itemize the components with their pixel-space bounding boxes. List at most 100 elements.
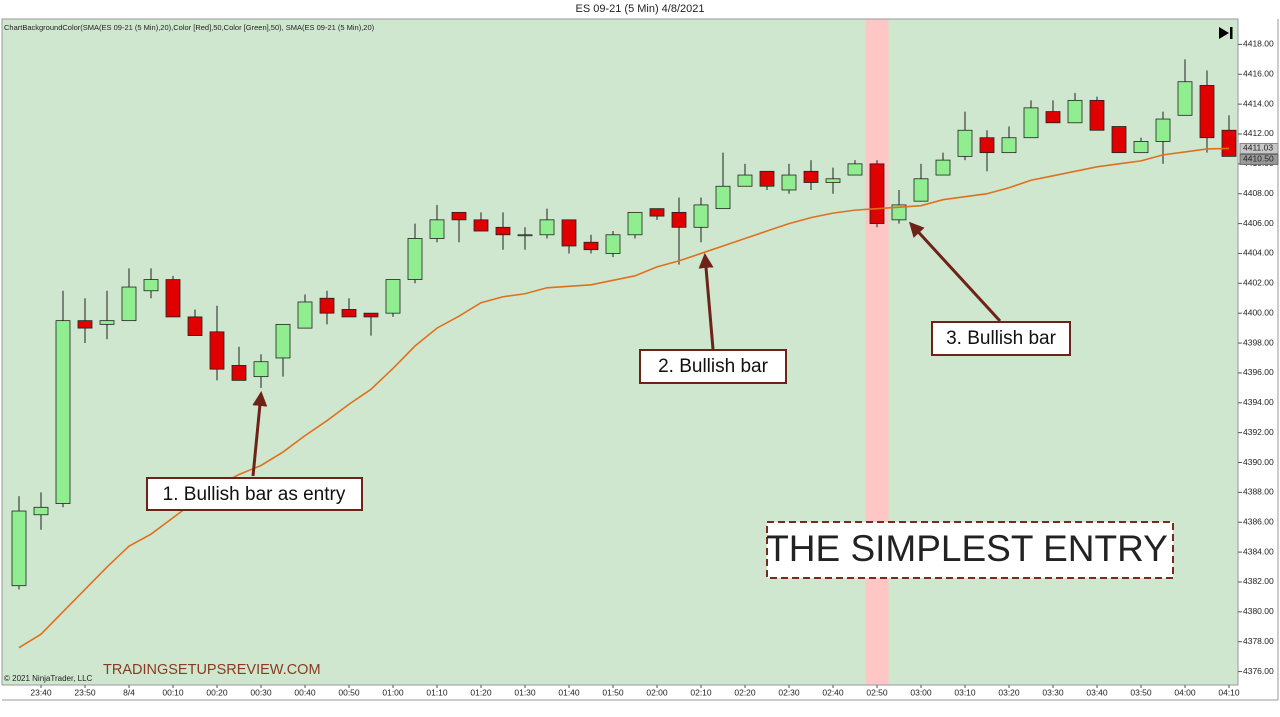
- candle-body: [275, 323, 291, 359]
- candle-body: [451, 211, 467, 221]
- x-tick-label: 03:40: [1086, 687, 1108, 697]
- candle-body: [1199, 85, 1215, 139]
- y-tick-label: 4404.00: [1243, 248, 1274, 258]
- x-tick-label: 8/4: [123, 687, 135, 697]
- x-tick-label: 23:50: [74, 687, 96, 697]
- play-to-end-icon[interactable]: [1219, 27, 1233, 39]
- candle-body: [473, 219, 489, 232]
- y-tick-label: 4376.00: [1243, 666, 1274, 676]
- annotation: 3. Bullish bar: [946, 328, 1057, 349]
- candle-body: [913, 178, 929, 202]
- x-tick-label: 02:40: [822, 687, 844, 697]
- candle-body: [341, 309, 357, 318]
- x-tick-label: 03:20: [998, 687, 1020, 697]
- candle-body: [671, 211, 687, 228]
- x-tick-label: 03:00: [910, 687, 932, 697]
- x-tick-label: 00:50: [338, 687, 360, 697]
- x-tick-label: 01:30: [514, 687, 536, 697]
- candle-body: [1111, 126, 1127, 154]
- annotation-box: [639, 349, 787, 384]
- candle-body: [495, 226, 511, 236]
- candle-body: [253, 361, 269, 378]
- candle-body: [979, 137, 995, 154]
- x-tick-label: 02:00: [646, 687, 668, 697]
- candle-body: [825, 178, 841, 183]
- plot-frame: [1, 18, 1239, 686]
- candle-body: [231, 365, 247, 381]
- x-tick-label: 04:10: [1218, 687, 1240, 697]
- arrow: [908, 221, 1002, 323]
- candle-body: [165, 279, 181, 318]
- candle-body: [561, 219, 577, 247]
- last-price-tag: [1239, 153, 1279, 165]
- x-tick-label: 02:30: [778, 687, 800, 697]
- candle-body: [781, 174, 797, 191]
- sma-value-tag: [1239, 142, 1279, 154]
- candle-body: [957, 129, 973, 157]
- x-tick-label: 01:50: [602, 687, 624, 697]
- arrow: [698, 253, 715, 350]
- annotation-box: [931, 321, 1071, 356]
- chart-title: ES 09-21 (5 Min) 4/8/2021: [575, 3, 704, 15]
- candle-body: [869, 163, 885, 224]
- indicator-label: ChartBackgroundColor(SMA(ES 09-21 (5 Min…: [4, 23, 375, 32]
- candle-body: [847, 163, 863, 176]
- y-tick-label: 4378.00: [1243, 636, 1274, 646]
- candle-body: [935, 159, 951, 176]
- y-tick-label: 4406.00: [1243, 218, 1274, 228]
- x-tick-label: 01:00: [382, 687, 404, 697]
- candle-body: [1067, 99, 1083, 124]
- candle-body: [583, 241, 599, 251]
- x-tick-label: 02:50: [866, 687, 888, 697]
- y-tick-label: 4400.00: [1243, 307, 1274, 317]
- y-tick-label: 4412.00: [1243, 128, 1274, 138]
- watermark: TRADINGSETUPSREVIEW.COM: [103, 662, 321, 678]
- headline: THE SIMPLEST ENTRY: [766, 528, 1168, 569]
- candle-body: [1177, 81, 1193, 116]
- sma-value-label: 4411.03: [1243, 143, 1273, 153]
- candle-body: [1089, 99, 1105, 131]
- candle-body: [759, 170, 775, 187]
- x-tick-label: 01:20: [470, 687, 492, 697]
- candle-body: [1045, 111, 1061, 124]
- candle-body: [11, 510, 27, 587]
- candle-body: [143, 279, 159, 292]
- candle-body: [319, 297, 335, 314]
- x-tick-label: 00:30: [250, 687, 272, 697]
- y-tick-label: 4416.00: [1243, 69, 1274, 79]
- y-tick-label: 4388.00: [1243, 487, 1274, 497]
- y-tick-label: 4382.00: [1243, 576, 1274, 586]
- annotation-box: [146, 477, 363, 511]
- candle-body: [693, 204, 709, 228]
- y-tick-label: 4386.00: [1243, 516, 1274, 526]
- y-tick-label: 4398.00: [1243, 337, 1274, 347]
- y-tick-label: 4392.00: [1243, 427, 1274, 437]
- candle-body: [1221, 129, 1237, 157]
- highlight-band: [865, 19, 889, 685]
- candle-body: [1133, 141, 1149, 154]
- x-tick-label: 02:10: [690, 687, 712, 697]
- candle-body: [891, 204, 907, 221]
- candle-body: [737, 174, 753, 187]
- y-tick-label: 4402.00: [1243, 278, 1274, 288]
- candle-body: [1155, 118, 1171, 142]
- x-tick-label: 23:40: [30, 687, 52, 697]
- y-tick-label: 4414.00: [1243, 98, 1274, 108]
- x-tick-label: 02:20: [734, 687, 756, 697]
- candle-body: [803, 170, 819, 183]
- x-tick-label: 00:40: [294, 687, 316, 697]
- annotation: 2. Bullish bar: [658, 356, 769, 377]
- y-tick-label: 4384.00: [1243, 546, 1274, 556]
- y-tick-label: 4390.00: [1243, 457, 1274, 467]
- candle-body: [1001, 137, 1017, 154]
- candle-body: [429, 219, 445, 239]
- y-tick-label: 4408.00: [1243, 188, 1274, 198]
- y-tick-label: 4394.00: [1243, 397, 1274, 407]
- candle-body: [517, 234, 533, 237]
- candle-body: [407, 238, 423, 280]
- copyright: © 2021 NinjaTrader, LLC: [4, 674, 93, 683]
- x-tick-label: 03:50: [1130, 687, 1152, 697]
- candle-body: [121, 286, 137, 322]
- candle-body: [209, 331, 225, 370]
